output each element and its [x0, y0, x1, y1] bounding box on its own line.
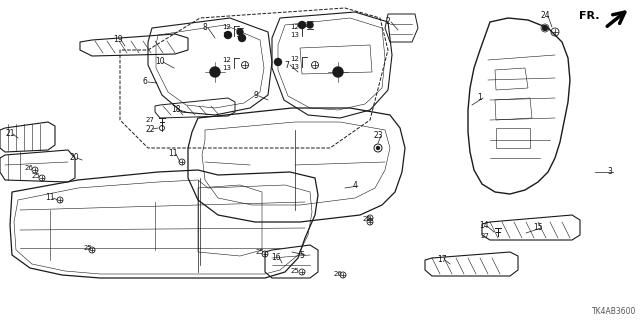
- Text: 8: 8: [203, 23, 207, 33]
- Text: 2: 2: [386, 18, 390, 27]
- Text: 13: 13: [223, 65, 232, 71]
- Text: 6: 6: [143, 77, 147, 86]
- Text: 26: 26: [24, 165, 33, 171]
- Circle shape: [335, 69, 341, 75]
- Text: 10: 10: [155, 58, 165, 67]
- Text: 21: 21: [5, 130, 15, 139]
- Text: 16: 16: [271, 252, 281, 261]
- Text: 17: 17: [437, 255, 447, 265]
- Text: 9: 9: [253, 92, 259, 100]
- Text: 1: 1: [477, 93, 483, 102]
- Circle shape: [225, 31, 232, 38]
- Text: 12: 12: [223, 24, 232, 30]
- Text: 26: 26: [333, 271, 342, 277]
- Circle shape: [298, 21, 305, 28]
- Text: 18: 18: [172, 106, 180, 115]
- Circle shape: [237, 29, 243, 35]
- Text: 5: 5: [300, 251, 305, 260]
- Text: 13: 13: [223, 32, 232, 38]
- Circle shape: [307, 22, 313, 28]
- Text: 13: 13: [291, 32, 300, 38]
- Text: 7: 7: [285, 60, 289, 69]
- Circle shape: [543, 26, 547, 30]
- Circle shape: [376, 147, 380, 149]
- Text: FR.: FR.: [579, 11, 600, 21]
- Text: 12: 12: [291, 24, 300, 30]
- Text: 27: 27: [481, 233, 490, 239]
- Text: 24: 24: [540, 12, 550, 20]
- Text: 27: 27: [145, 117, 154, 123]
- Text: 23: 23: [373, 132, 383, 140]
- Text: 11: 11: [45, 194, 55, 203]
- Text: 22: 22: [145, 124, 155, 133]
- Circle shape: [333, 67, 343, 77]
- Text: 4: 4: [353, 181, 357, 190]
- Text: 25: 25: [291, 268, 300, 274]
- Text: 12: 12: [223, 57, 232, 63]
- Circle shape: [275, 59, 282, 66]
- Text: 11: 11: [168, 149, 178, 158]
- Text: 25: 25: [255, 249, 264, 255]
- Text: 15: 15: [533, 223, 543, 233]
- Circle shape: [239, 35, 246, 42]
- Text: 25: 25: [31, 173, 40, 179]
- Text: 14: 14: [479, 221, 489, 230]
- Text: 25: 25: [84, 245, 92, 251]
- Text: TK4AB3600: TK4AB3600: [591, 307, 636, 316]
- Text: 25: 25: [363, 216, 371, 222]
- Text: 13: 13: [291, 64, 300, 70]
- Text: 12: 12: [291, 56, 300, 62]
- Circle shape: [210, 67, 220, 77]
- Text: 3: 3: [607, 167, 612, 177]
- Circle shape: [212, 69, 218, 75]
- Text: 20: 20: [69, 154, 79, 163]
- Text: 19: 19: [113, 36, 123, 44]
